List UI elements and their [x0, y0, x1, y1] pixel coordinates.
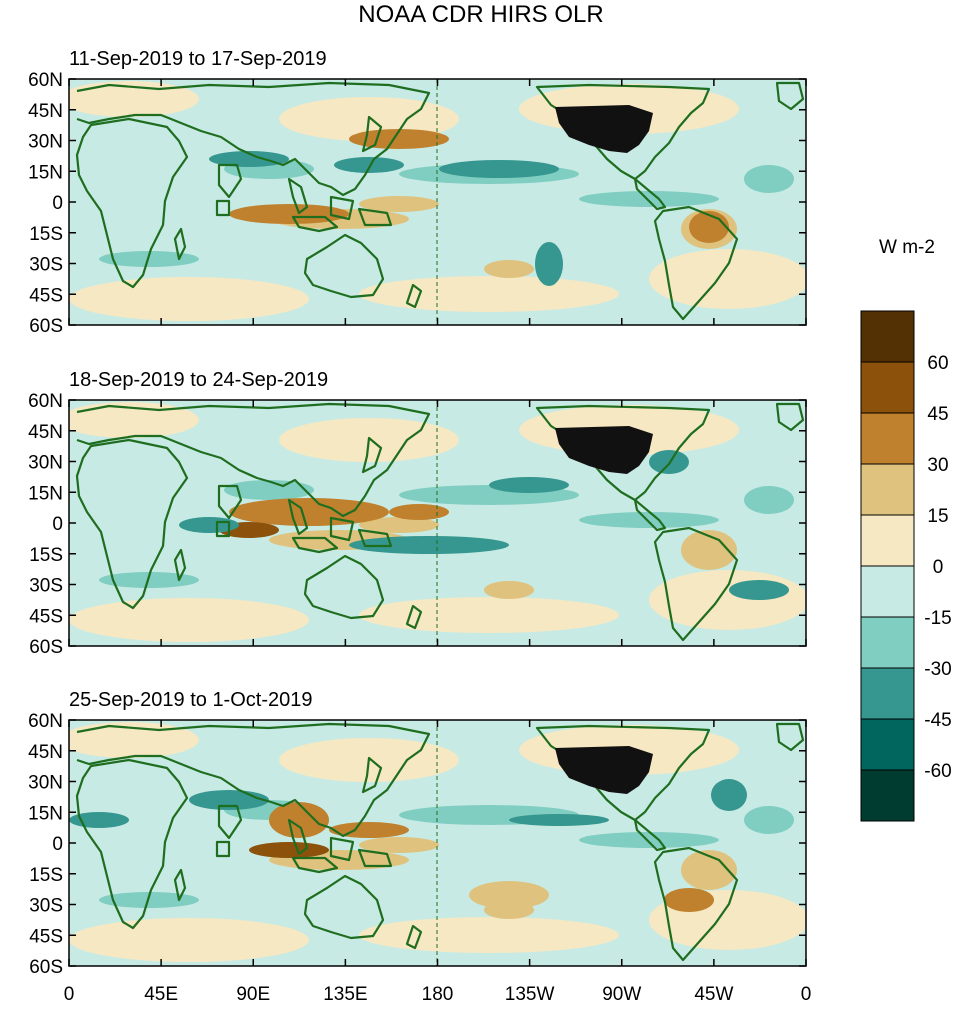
lat-tick-label: 45S: [29, 926, 63, 947]
colorbar-label: -30: [924, 659, 951, 680]
lat-tick-label: 30N: [28, 132, 63, 153]
lat-tick-label: 60N: [28, 70, 63, 91]
lat-tick-label: 0: [52, 193, 63, 214]
colorbar-label: 60: [927, 353, 948, 374]
lat-tick-label: 45S: [29, 285, 63, 306]
colorbar-units: W m-2: [879, 237, 935, 258]
lat-tick-label: 0: [52, 834, 63, 855]
lat-tick-label: 30S: [29, 896, 63, 917]
lon-tick-label: 135E: [323, 984, 367, 1005]
lon-tick-label: 45E: [144, 984, 178, 1005]
lat-tick-label: 45S: [29, 606, 63, 627]
lat-tick-label: 30S: [29, 576, 63, 597]
axis-ticks: 60N 45N 30N 15N 0 15S 30S 45S 60S 60N 45N 30N 15N 0 15…: [28, 70, 811, 1005]
colorbar-swatch: [860, 310, 915, 363]
panel-1-map: [69, 79, 806, 325]
lon-tick-label: 0: [801, 984, 812, 1005]
lat-tick-label: 15S: [29, 865, 63, 886]
panel-3-label: 25-Sep-2019 to 1-Oct-2019: [69, 689, 313, 711]
colorbar: 60 45 30 15 0 -15 -30 -45 -60: [860, 310, 952, 822]
colorbar-swatch: [860, 769, 915, 822]
lat-tick-label: 60S: [29, 316, 63, 337]
lat-tick-label: 60N: [28, 711, 63, 732]
colorbar-swatch: [860, 565, 915, 618]
lon-tick-label: 180: [422, 984, 454, 1005]
lat-tick-label: 15N: [28, 162, 63, 183]
colorbar-label: 45: [927, 404, 948, 425]
colorbar-label: 0: [933, 557, 944, 578]
lat-tick-label: 15N: [28, 483, 63, 504]
lon-tick-label: 0: [64, 984, 75, 1005]
lon-tick-label: 45W: [694, 984, 733, 1005]
lon-tick-label: 90W: [602, 984, 641, 1005]
panel-1: 11-Sep-2019 to 17-Sep-2019: [68, 48, 807, 326]
lat-tick-label: 60S: [29, 957, 63, 978]
colorbar-swatch: [860, 667, 915, 720]
lat-tick-label: 60S: [29, 637, 63, 658]
panel-2: 18-Sep-2019 to 24-Sep-2019: [68, 369, 807, 647]
lat-tick-label: 45N: [28, 101, 63, 122]
colorbar-swatch: [860, 616, 915, 669]
colorbar-swatch: [860, 463, 915, 516]
panel-2-label: 18-Sep-2019 to 24-Sep-2019: [69, 369, 328, 391]
colorbar-label: -45: [924, 710, 951, 731]
lat-tick-label: 0: [52, 514, 63, 535]
colorbar-swatch: [860, 514, 915, 567]
colorbar-label: 30: [927, 455, 948, 476]
figure-title: NOAA CDR HIRS OLR: [358, 1, 603, 28]
lat-tick-label: 15N: [28, 803, 63, 824]
lat-tick-label: 30N: [28, 773, 63, 794]
lat-tick-label: 15S: [29, 545, 63, 566]
lat-tick-label: 45N: [28, 422, 63, 443]
lat-tick-label: 45N: [28, 742, 63, 763]
lon-tick-label: 90E: [236, 984, 270, 1005]
panel-2-map: [69, 400, 806, 646]
panel-3-map: [69, 720, 806, 966]
lat-tick-label: 60N: [28, 391, 63, 412]
panel-3: 25-Sep-2019 to 1-Oct-2019: [68, 689, 807, 967]
colorbar-swatch: [860, 361, 915, 414]
colorbar-label: -60: [924, 761, 951, 782]
colorbar-swatch: [860, 412, 915, 465]
lat-tick-label: 30S: [29, 255, 63, 276]
panel-1-label: 11-Sep-2019 to 17-Sep-2019: [69, 48, 327, 70]
lat-tick-label: 30N: [28, 453, 63, 474]
lon-tick-label: 135W: [505, 984, 555, 1005]
lat-tick-label: 15S: [29, 224, 63, 245]
colorbar-label: -15: [924, 608, 951, 629]
colorbar-swatch: [860, 718, 915, 771]
colorbar-label: 15: [927, 506, 948, 527]
